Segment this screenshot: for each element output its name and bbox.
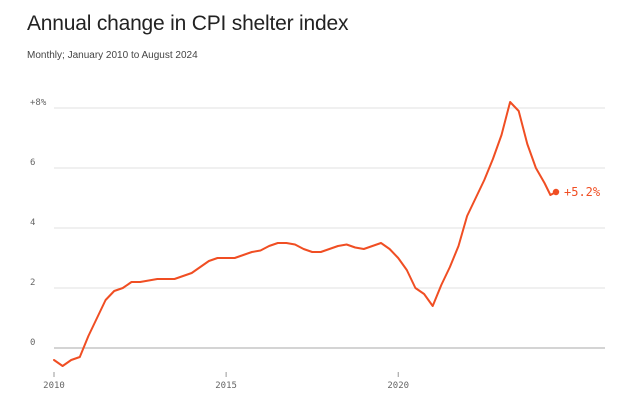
x-tick-label: 2015 [215,381,237,391]
end-value-label: +5.2% [564,185,601,199]
axis-layer [53,372,399,377]
series-layer [53,101,560,367]
series-line [53,101,557,367]
grid-layer [54,107,605,349]
y-tick-label: 4 [30,218,35,228]
label-layer: +8% 6 4 2 0 2010 2015 2020 +5.2% [30,98,601,391]
y-tick-label: 6 [30,158,35,168]
x-tick-label: 2010 [43,381,65,391]
x-tick-label: 2020 [387,381,409,391]
end-point-marker [552,188,560,196]
y-tick-label: 2 [30,278,35,288]
y-tick-label: 0 [30,338,35,348]
chart-title: Annual change in CPI shelter index [27,12,349,35]
chart-subtitle: Monthly; January 2010 to August 2024 [27,50,198,61]
y-tick-label: +8% [30,98,47,108]
